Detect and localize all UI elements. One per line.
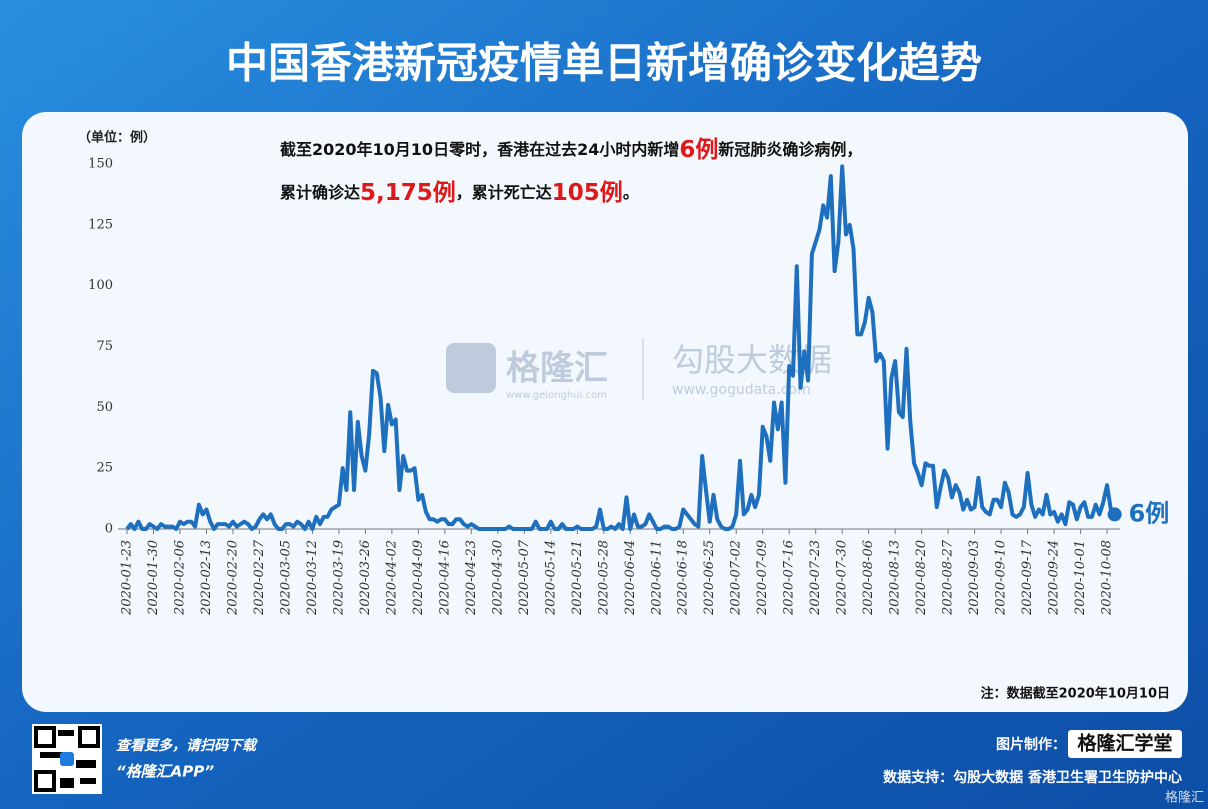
qr-logo bbox=[60, 752, 74, 766]
y-tick-label: 125 bbox=[88, 217, 113, 232]
maker-badge bbox=[1068, 730, 1182, 758]
y-tick-label: 25 bbox=[96, 461, 113, 476]
watermark-url: www.gelonghui.com bbox=[506, 390, 607, 401]
x-tick-label: 2020-04-23 bbox=[464, 540, 479, 616]
annotation: 累计确诊达5,175例，累计死亡达105例。 bbox=[280, 180, 639, 206]
x-tick-label: 2020-04-30 bbox=[490, 540, 505, 616]
qr-module bbox=[40, 752, 70, 758]
x-tick-label: 2020-02-20 bbox=[225, 540, 240, 616]
x-tick-label: 2020-09-10 bbox=[994, 540, 1009, 616]
x-tick-label: 2020-09-24 bbox=[1047, 540, 1062, 616]
footer-maker-label: 图片制作： bbox=[996, 736, 1066, 753]
x-tick-label: 2020-06-18 bbox=[676, 540, 691, 616]
x-tick-label: 2020-07-16 bbox=[782, 540, 797, 616]
x-tick-label: 2020-05-07 bbox=[517, 539, 532, 616]
qr-finder bbox=[78, 726, 100, 748]
x-tick-label: 2020-06-04 bbox=[623, 540, 638, 616]
x-tick-label: 2020-08-27 bbox=[941, 539, 956, 616]
end-label: 6例 bbox=[1129, 499, 1170, 527]
footer-app: “格隆汇APP” bbox=[116, 763, 215, 781]
x-tick-label: 2020-02-06 bbox=[172, 540, 187, 616]
x-tick-label: 2020-02-13 bbox=[199, 540, 214, 616]
y-tick-label: 75 bbox=[96, 339, 113, 354]
annotation-text: 截至2020年10月10日零时，香港在过去24小时内新增 bbox=[280, 140, 679, 159]
line-series bbox=[125, 164, 1117, 531]
x-tick-label: 2020-08-06 bbox=[861, 540, 876, 616]
x-tick-label: 2020-10-08 bbox=[1100, 540, 1115, 616]
qr-module bbox=[60, 778, 74, 788]
x-tick-label: 2020-04-16 bbox=[437, 540, 452, 616]
qr-finder bbox=[34, 726, 56, 748]
qr-module bbox=[80, 778, 96, 784]
chart: 0 25 50 75 100 125 150 2020-01-23 2020-01-30 2020… bbox=[88, 157, 1169, 616]
x-tick-label: 2020-08-20 bbox=[914, 540, 929, 616]
annotation-text: 累计确诊达 bbox=[280, 183, 360, 202]
x-tick-label: 2020-07-23 bbox=[808, 540, 823, 616]
annotation-highlight: 6例 bbox=[679, 137, 718, 163]
x-tick-label: 2020-08-13 bbox=[888, 540, 903, 616]
x-tick-label: 2020-04-09 bbox=[411, 540, 426, 616]
x-tick-label: 2020-03-12 bbox=[305, 540, 320, 616]
panel bbox=[22, 112, 1188, 712]
watermark-url: www.gogudata.com bbox=[672, 382, 811, 398]
footer-scan: 查看更多，请扫码下载 bbox=[116, 737, 258, 754]
x-tick-label: 2020-06-11 bbox=[649, 540, 664, 616]
annotation-highlight: 105例 bbox=[552, 180, 623, 206]
title: 中国香港新冠疫情单日新增确诊变化趋势 bbox=[226, 39, 982, 88]
note: 注：数据截至2020年10月10日 bbox=[981, 686, 1170, 702]
watermark-text: 格隆汇 bbox=[506, 349, 608, 389]
y-tick-label: 50 bbox=[96, 400, 113, 415]
annotation: 截至2020年10月10日零时，香港在过去24小时内新增6例新冠肺炎确诊病例， bbox=[280, 137, 862, 163]
qr-code bbox=[32, 724, 102, 794]
x-tick-label: 2020-01-23 bbox=[120, 540, 135, 616]
annotation-text: 。 bbox=[623, 183, 639, 202]
annotation-highlight: 5,175例 bbox=[360, 180, 456, 206]
x-tick-label: 2020-03-26 bbox=[358, 540, 373, 616]
y-unit: （单位：例） bbox=[78, 130, 156, 146]
x-tick-label: 2020-05-14 bbox=[543, 540, 558, 616]
qr-module bbox=[76, 760, 96, 768]
x-tick-label: 2020-07-02 bbox=[729, 540, 744, 616]
y-tick-label: 150 bbox=[88, 157, 113, 172]
x-tick-label: 2020-05-28 bbox=[596, 540, 611, 616]
x-tick-label: 2020-02-27 bbox=[252, 539, 267, 616]
footer-maker: 格隆汇学堂 bbox=[1077, 732, 1172, 755]
annotation-text: 新冠肺炎确诊病例， bbox=[718, 140, 862, 159]
qr-finder bbox=[34, 770, 56, 792]
end-point bbox=[1107, 507, 1122, 522]
x-tick-label: 2020-09-03 bbox=[967, 540, 982, 616]
x-tick-label: 2020-07-30 bbox=[835, 540, 850, 616]
y-tick-label: 100 bbox=[88, 278, 113, 293]
watermark-logo bbox=[446, 343, 496, 393]
x-tick-label: 2020-04-02 bbox=[384, 540, 399, 616]
x-tick-label: 2020-09-17 bbox=[1020, 539, 1035, 616]
x-tick-label: 2020-05-21 bbox=[570, 540, 585, 616]
x-tick-label: 2020-03-19 bbox=[331, 540, 346, 616]
footer-source: 数据支持：勾股大数据 香港卫生署卫生防护中心 bbox=[883, 769, 1182, 786]
annotation-text: ，累计死亡达 bbox=[456, 183, 552, 202]
y-tick-label: 0 bbox=[105, 522, 113, 537]
x-tick-label: 2020-07-09 bbox=[755, 540, 770, 616]
x-tick-label: 2020-06-25 bbox=[702, 540, 717, 616]
footer-corner: 格隆汇 bbox=[1165, 790, 1204, 806]
x-tick-label: 2020-03-05 bbox=[278, 540, 293, 616]
qr-module bbox=[58, 730, 74, 736]
x-tick-label: 2020-10-01 bbox=[1073, 540, 1088, 616]
x-tick-label: 2020-01-30 bbox=[146, 540, 161, 616]
